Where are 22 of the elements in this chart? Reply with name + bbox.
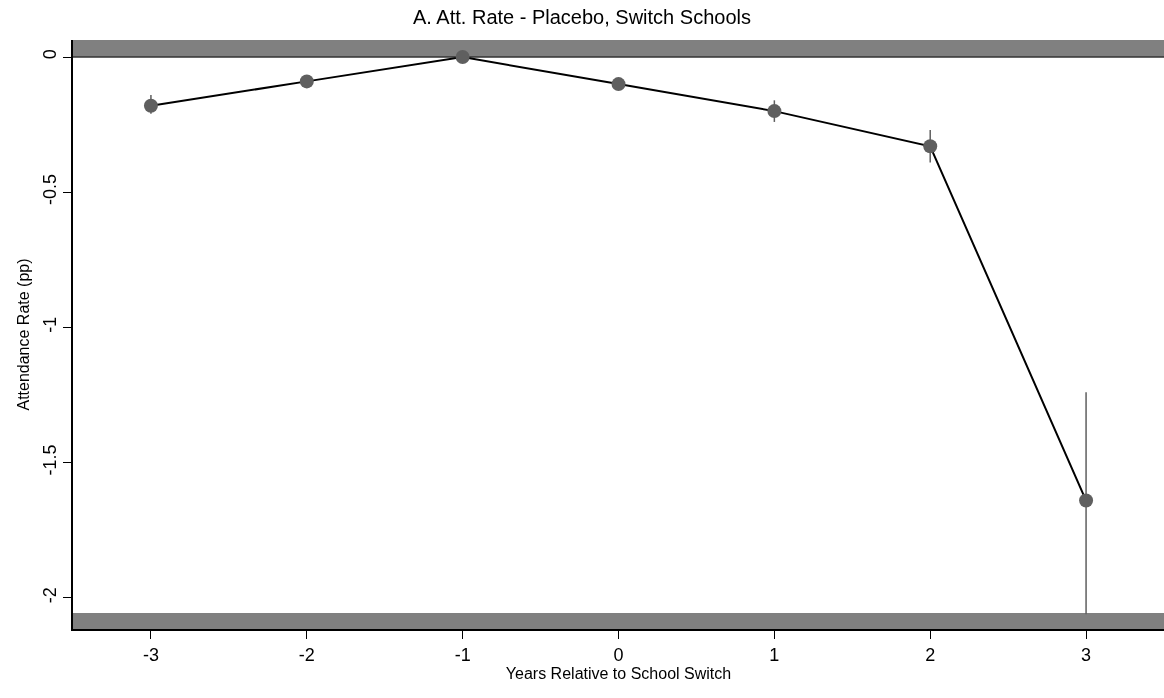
x-tick-label: -1 <box>454 644 471 665</box>
x-tick-label: 2 <box>925 644 936 665</box>
x-tick-label: 1 <box>769 644 780 665</box>
y-tick-label: -1 <box>39 316 60 333</box>
chart-title: A. Att. Rate - Placebo, Switch Schools <box>413 6 751 29</box>
y-axis-title: Attendance Rate (pp) <box>15 258 33 411</box>
x-axis-title: Years Relative to School Switch <box>505 664 732 682</box>
y-tick-label: -1.5 <box>39 444 60 476</box>
point <box>1079 493 1094 508</box>
x-tick-label: 3 <box>1081 644 1092 665</box>
point <box>299 74 314 89</box>
point <box>767 104 782 119</box>
point <box>611 77 626 92</box>
x-tick-label: 0 <box>613 644 624 665</box>
y-tick-label: -2 <box>39 587 60 604</box>
y-tick-label: 0 <box>39 49 60 60</box>
point <box>143 98 158 113</box>
x-tick-label: -2 <box>298 644 315 665</box>
point <box>923 139 938 154</box>
x-tick-label: -3 <box>142 644 159 665</box>
y-tick-label: -0.5 <box>39 174 60 206</box>
point <box>455 50 470 65</box>
